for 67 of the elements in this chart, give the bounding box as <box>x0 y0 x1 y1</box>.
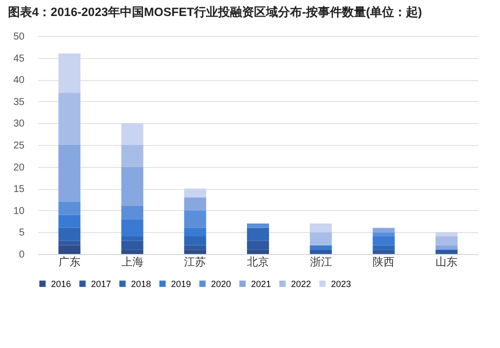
bar <box>121 219 144 237</box>
y-tick-label: 20 <box>13 162 25 174</box>
bar <box>310 232 332 246</box>
legend-label: 2021 <box>251 278 272 289</box>
x-tick-label: 上海 <box>121 256 144 268</box>
bar <box>121 145 144 167</box>
bar <box>121 240 144 250</box>
bar <box>247 240 269 250</box>
y-tick-label: 5 <box>18 228 25 239</box>
bar <box>310 245 332 250</box>
y-tick-label: 40 <box>13 75 25 86</box>
bar <box>372 232 395 237</box>
bar <box>121 250 144 254</box>
chart-title: 图表4：2016-2023年中国MOSFET行业投融资区域分布-按事件数量(单位：起) <box>8 5 422 19</box>
legend-label: 2017 <box>91 278 112 289</box>
bar <box>436 250 458 254</box>
bar <box>372 228 395 232</box>
bar <box>58 228 80 241</box>
legend-label: 2022 <box>291 278 312 289</box>
y-tick-label: 0 <box>18 250 25 260</box>
bar <box>121 123 144 145</box>
bar <box>58 53 80 93</box>
bar <box>121 166 144 206</box>
x-tick-label: 浙江 <box>310 256 332 268</box>
bar <box>436 236 458 246</box>
bar <box>436 245 458 250</box>
y-tick-label: 45 <box>13 53 25 64</box>
bar <box>310 250 332 254</box>
bar <box>121 206 144 220</box>
bar <box>184 245 206 250</box>
bar <box>58 214 80 228</box>
bar <box>372 245 395 250</box>
legend-label: 2018 <box>131 278 152 289</box>
bar <box>247 223 269 228</box>
bar <box>372 236 395 246</box>
bar <box>58 202 80 215</box>
y-tick-label: 35 <box>13 96 25 108</box>
y-tick-label: 50 <box>13 32 25 42</box>
bar <box>247 228 269 241</box>
bar <box>184 228 206 237</box>
bar <box>184 250 206 254</box>
bar <box>184 188 206 198</box>
bar <box>184 197 206 210</box>
bar <box>247 250 269 254</box>
legend-label: 2016 <box>51 278 72 289</box>
bar <box>184 236 206 246</box>
y-tick-label: 10 <box>13 206 25 217</box>
bar <box>310 223 332 232</box>
legend-label: 2023 <box>331 278 352 289</box>
bar <box>58 240 80 246</box>
bar <box>58 92 80 145</box>
legend-label: 2020 <box>211 278 232 289</box>
x-tick-label: 广东 <box>58 256 80 268</box>
bar <box>436 232 458 237</box>
x-tick-label: 北京 <box>247 256 269 268</box>
y-tick-label: 25 <box>13 140 25 152</box>
bar <box>184 210 206 228</box>
legend-label: 2019 <box>171 278 192 289</box>
y-tick-label: 15 <box>13 184 25 196</box>
bar <box>372 250 395 254</box>
bar <box>58 245 80 254</box>
x-tick-label: 江苏 <box>184 256 206 268</box>
x-tick-label: 陕西 <box>372 256 395 268</box>
y-tick-label: 30 <box>13 118 25 130</box>
bar <box>121 236 144 241</box>
x-tick-label: 山东 <box>436 256 458 268</box>
bar <box>58 145 80 202</box>
